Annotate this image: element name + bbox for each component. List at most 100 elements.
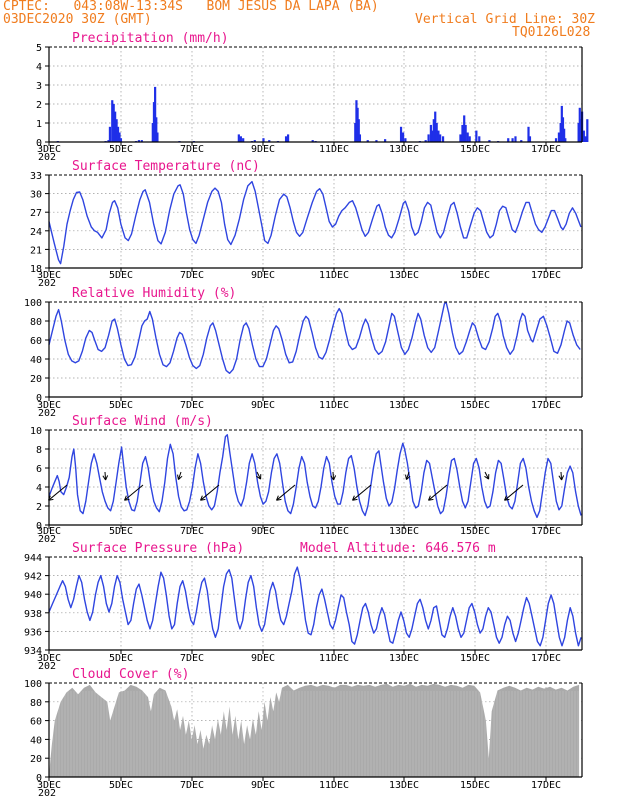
x-tick-label: 9DEC [251,526,275,537]
precip-bar [262,138,265,142]
wind-arrow-head [276,495,282,501]
precip-bar [357,119,360,142]
wind-panel: Surface Wind (m/s) 0 2 4 6 8 10 3DEC 5DEC 7DEC 9DE… [30,414,583,545]
y-tick-label: 0 [36,393,42,404]
wind-arrow [332,471,335,481]
precip-bar [375,140,378,142]
x-tick-label: 5DEC [109,270,133,281]
header-location: CPTEC: 043:08W-13:34S BOM JESUS DA LAPA … [3,0,379,14]
precip-bar [156,132,159,142]
precip-bar [561,117,565,142]
wind-arrow-head [124,495,130,501]
pressure-series-line [48,566,582,647]
precip-bar [384,139,387,142]
wind-arrow-head [428,495,434,501]
x-tick-label: 13DEC [389,144,419,155]
pressure-title: Surface Pressure (hPa) [72,541,244,556]
x-tick-label: 11DEC [319,526,349,537]
x-tick-label: 17DEC [531,780,561,791]
wind-arrow [405,471,410,480]
precip-bar [115,119,118,142]
precip-bar [559,123,562,142]
precip-bar [578,107,581,142]
cloud-cover-title: Cloud Cover (%) [72,667,189,682]
y-tick-label: 40 [30,355,42,366]
precip-bar [140,140,143,142]
x-tick-label: 13DEC [389,653,419,664]
precip-bar [439,134,442,142]
x-tick-label: 13DEC [389,526,419,537]
x-tick-label: 7DEC [180,780,204,791]
y-tick-label: 940 [24,590,42,601]
precipitation-panel: Precipitation (mm/h) 0 1 2 3 4 5 3DEC 5DEC 7DEC 9D… [36,31,589,163]
precip-bar [112,104,115,142]
y-tick-label: 40 [30,735,42,746]
wind-arrow-head [330,475,337,481]
wind-arrow [124,484,144,501]
y-tick-label: 80 [30,317,42,328]
precip-bar [488,140,491,142]
y-tick-label: 80 [30,698,42,709]
x-tick-label: 11DEC [319,270,349,281]
precip-bar [577,123,580,142]
x-tick-label: 15DEC [460,270,490,281]
precip-bar [239,136,242,142]
wind-arrow-head [484,474,490,480]
precip-bar [429,124,432,142]
precip-bar [237,134,240,142]
y-tick-label: 21 [30,245,42,256]
precip-bar [366,140,369,142]
x-tick-label: 5DEC [109,400,133,411]
precip-bar [356,107,359,142]
header-date: 03DEC2020 30Z (GMT) [3,12,152,27]
x-tick-label: 7DEC [180,270,204,281]
precip-bar [355,100,358,142]
x-tick-label: 7DEC [180,144,204,155]
precip-bar [431,130,434,142]
wind-arrow-head [200,495,206,501]
model-altitude-label: Model Altitude: 646.576 m [300,541,496,556]
x-tick-label: 9DEC [251,400,275,411]
precip-bar [432,119,435,142]
humidity-title: Relative Humidity (%) [72,286,236,301]
precip-bar [311,140,314,142]
precip-bar [107,140,110,142]
precip-bar [437,130,440,142]
y-tick-label: 0 [36,521,42,532]
x-tick-label: 15DEC [460,526,490,537]
x-tick-label: 17DEC [531,400,561,411]
y-tick-label: 936 [24,627,42,638]
precip-bar [514,136,517,142]
x-tick-label: 5DEC [109,653,133,664]
precip-bar [520,140,523,142]
x-tick-label: 9DEC [251,653,275,664]
temperature-panel: Surface Temperature (nC) 18 21 24 27 30 33 3DEC… [30,159,583,289]
x-tick-label: 9DEC [251,270,275,281]
x-tick-label: 3DEC [37,400,61,411]
humidity-panel: Relative Humidity (%) 0 20 40 60 80 100 3DEC 5DE… [24,286,583,419]
precip-bar [441,136,445,142]
wind-arrow [484,471,490,480]
precip-bar [427,134,430,142]
precip-bar [253,140,256,142]
precip-bar [586,119,589,142]
x-tick-label: 15DEC [460,780,490,791]
x-tick-label: 9DEC [251,144,275,155]
precip-bar [242,138,245,142]
cloud-cover-panel: Cloud Cover (%) 0 20 40 60 80 100 3DEC 5DEC 7DEC 9… [24,667,583,799]
header-run-code: TQ0126L028 [512,25,591,40]
wind-arrow-head [352,495,358,501]
y-tick-label: 20 [30,374,42,385]
y-tick-label: 2 [36,502,42,513]
precip-bar [434,111,437,142]
temperature-series-line [48,180,582,265]
precip-bar [111,100,114,142]
precip-bar [286,134,290,142]
y-tick-label: 1 [36,119,42,130]
wind-arrow [104,471,107,481]
wind-arrow [428,484,448,501]
precip-bar [424,140,427,142]
precip-bar [401,132,405,142]
y-tick-label: 942 [24,572,42,583]
x-tick-label: 3DEC [37,653,61,664]
